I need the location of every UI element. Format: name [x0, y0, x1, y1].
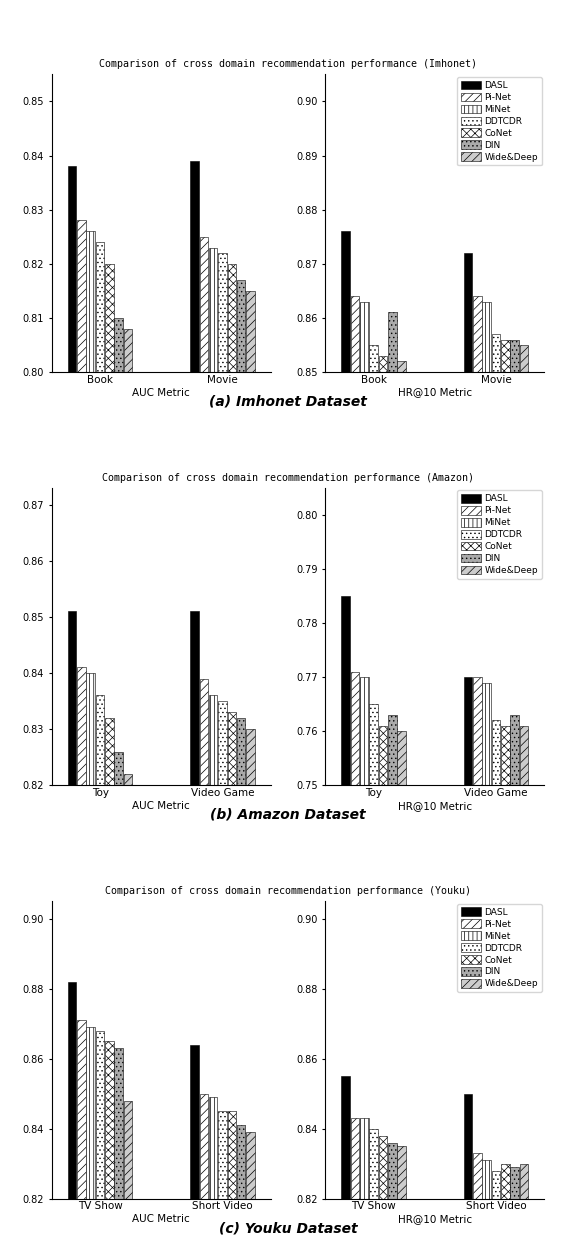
- Bar: [473, 296, 482, 372]
- Bar: [501, 725, 510, 785]
- Text: Comparison of cross domain recommendation performance (Amazon): Comparison of cross domain recommendatio…: [102, 472, 474, 482]
- Text: (a) Imhonet Dataset: (a) Imhonet Dataset: [209, 394, 367, 408]
- Bar: [237, 280, 245, 372]
- Bar: [105, 1042, 113, 1199]
- Bar: [77, 667, 86, 785]
- Bar: [378, 356, 387, 372]
- Text: (b) Amazon Dataset: (b) Amazon Dataset: [210, 807, 366, 822]
- Bar: [190, 611, 199, 785]
- Bar: [351, 1118, 359, 1199]
- Bar: [218, 1111, 227, 1199]
- Bar: [86, 232, 95, 372]
- Bar: [520, 345, 528, 372]
- Bar: [342, 596, 350, 785]
- Bar: [464, 1094, 472, 1199]
- Bar: [86, 673, 95, 785]
- Bar: [228, 712, 236, 785]
- Bar: [115, 751, 123, 785]
- X-axis label: AUC Metric: AUC Metric: [132, 801, 190, 811]
- Bar: [510, 715, 519, 785]
- X-axis label: AUC Metric: AUC Metric: [132, 388, 190, 398]
- Bar: [342, 1076, 350, 1199]
- Bar: [218, 701, 227, 785]
- Bar: [520, 1163, 528, 1199]
- Bar: [483, 1161, 491, 1199]
- Bar: [228, 1111, 236, 1199]
- Bar: [510, 340, 519, 372]
- Bar: [492, 334, 501, 372]
- Bar: [397, 1146, 406, 1199]
- Bar: [228, 264, 236, 372]
- Bar: [124, 329, 132, 372]
- Bar: [378, 1136, 387, 1199]
- Bar: [360, 1118, 369, 1199]
- Bar: [199, 678, 208, 785]
- X-axis label: HR@10 Metric: HR@10 Metric: [398, 1214, 472, 1224]
- Bar: [360, 301, 369, 372]
- Bar: [473, 1153, 482, 1199]
- Bar: [96, 696, 104, 785]
- Bar: [246, 291, 255, 372]
- Bar: [360, 677, 369, 785]
- Bar: [397, 732, 406, 785]
- Legend: DASL, Pi-Net, MiNet, DDTCDR, CoNet, DIN, Wide&Deep: DASL, Pi-Net, MiNet, DDTCDR, CoNet, DIN,…: [457, 904, 541, 992]
- Bar: [190, 161, 199, 372]
- Bar: [464, 253, 472, 372]
- Bar: [199, 237, 208, 372]
- Bar: [68, 611, 77, 785]
- Bar: [397, 361, 406, 372]
- Bar: [237, 718, 245, 785]
- Bar: [246, 729, 255, 785]
- Bar: [209, 1097, 218, 1199]
- Bar: [105, 264, 113, 372]
- Bar: [369, 1128, 378, 1199]
- Bar: [492, 1171, 501, 1199]
- Legend: DASL, Pi-Net, MiNet, DDTCDR, CoNet, DIN, Wide&Deep: DASL, Pi-Net, MiNet, DDTCDR, CoNet, DIN,…: [457, 491, 541, 579]
- Bar: [68, 166, 77, 372]
- Bar: [388, 715, 397, 785]
- Bar: [237, 1125, 245, 1199]
- Bar: [124, 1101, 132, 1199]
- Bar: [464, 677, 472, 785]
- Bar: [501, 1163, 510, 1199]
- Text: (c) Youku Dataset: (c) Youku Dataset: [219, 1221, 357, 1235]
- Bar: [351, 296, 359, 372]
- Bar: [351, 672, 359, 785]
- Bar: [492, 720, 501, 785]
- Bar: [520, 725, 528, 785]
- Bar: [96, 242, 104, 372]
- Bar: [369, 704, 378, 785]
- Legend: DASL, Pi-Net, MiNet, DDTCDR, CoNet, DIN, Wide&Deep: DASL, Pi-Net, MiNet, DDTCDR, CoNet, DIN,…: [457, 77, 541, 165]
- Bar: [190, 1044, 199, 1199]
- Bar: [483, 301, 491, 372]
- Bar: [246, 1132, 255, 1199]
- Bar: [501, 340, 510, 372]
- Bar: [510, 1167, 519, 1199]
- X-axis label: HR@10 Metric: HR@10 Metric: [398, 801, 472, 811]
- Bar: [388, 1142, 397, 1199]
- Bar: [369, 345, 378, 372]
- Bar: [105, 718, 113, 785]
- Bar: [473, 677, 482, 785]
- Bar: [115, 1048, 123, 1199]
- Bar: [199, 1094, 208, 1199]
- Bar: [115, 317, 123, 372]
- Bar: [209, 696, 218, 785]
- Bar: [378, 725, 387, 785]
- Bar: [68, 982, 77, 1199]
- Bar: [77, 1021, 86, 1199]
- Bar: [342, 232, 350, 372]
- Text: Comparison of cross domain recommendation performance (Youku): Comparison of cross domain recommendatio…: [105, 887, 471, 897]
- Bar: [96, 1030, 104, 1199]
- Text: Comparison of cross domain recommendation performance (Imhonet): Comparison of cross domain recommendatio…: [99, 60, 477, 69]
- Bar: [77, 221, 86, 372]
- Bar: [483, 682, 491, 785]
- Bar: [209, 248, 218, 372]
- X-axis label: HR@10 Metric: HR@10 Metric: [398, 388, 472, 398]
- Bar: [86, 1027, 95, 1199]
- Bar: [124, 774, 132, 785]
- Bar: [218, 253, 227, 372]
- Bar: [388, 312, 397, 372]
- X-axis label: AUC Metric: AUC Metric: [132, 1214, 190, 1224]
